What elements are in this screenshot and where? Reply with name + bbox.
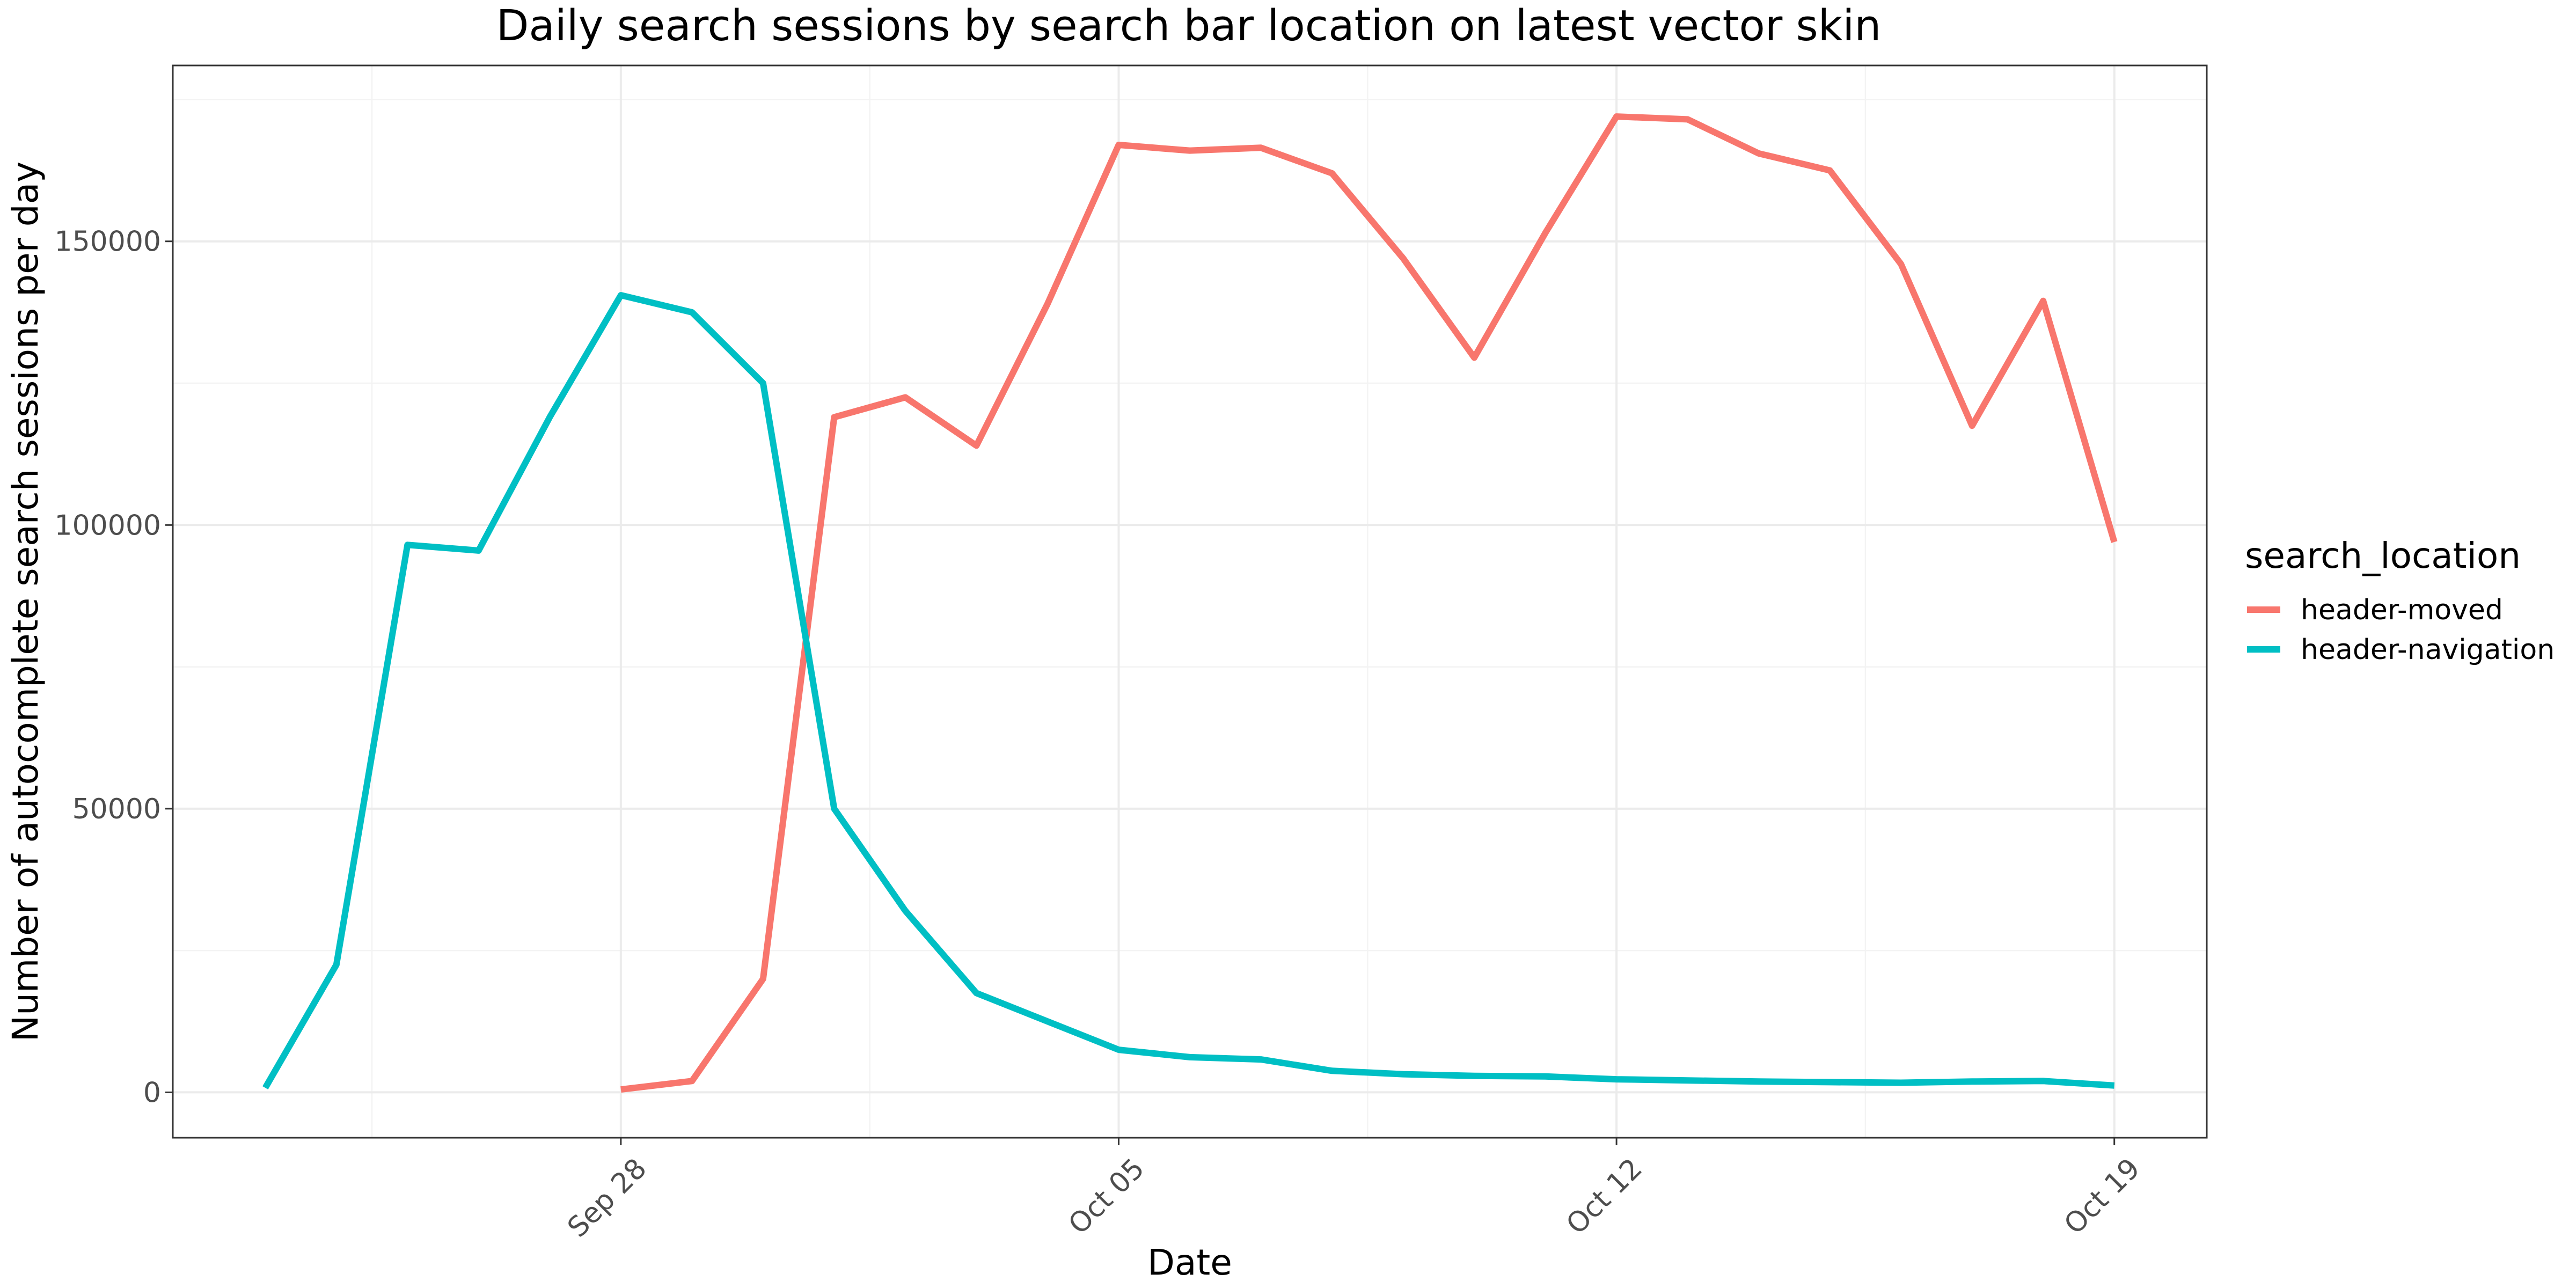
major-gridlines: [173, 65, 2207, 1138]
legend-title: search_location: [2245, 535, 2521, 576]
chart-title: Daily search sessions by search bar loca…: [496, 1, 1882, 50]
y-axis-title: Number of autocomplete search sessions p…: [5, 162, 46, 1042]
y-tick-label: 150000: [54, 226, 161, 258]
minor-gridlines: [173, 65, 2207, 1138]
panel-border: [172, 64, 2208, 1139]
y-axis: 0 50000 100000 150000: [54, 226, 173, 1109]
y-tick-label: 0: [143, 1077, 161, 1109]
series-line-header-moved: [620, 113, 2118, 1093]
legend: search_location header-moved header-navig…: [2245, 535, 2555, 666]
x-axis-title: Date: [1147, 1242, 1232, 1283]
series-line-header-navigation: [262, 292, 2115, 1090]
y-tick-label: 50000: [72, 793, 161, 825]
panel-background: [173, 65, 2207, 1138]
plot-panel: [172, 64, 2208, 1139]
legend-label-header-moved: header-moved: [2301, 594, 2503, 626]
data-series: [262, 113, 2118, 1093]
y-tick-label: 100000: [54, 509, 161, 541]
legend-items: header-moved header-navigation: [2247, 594, 2555, 666]
legend-label-header-navigation: header-navigation: [2301, 634, 2555, 666]
